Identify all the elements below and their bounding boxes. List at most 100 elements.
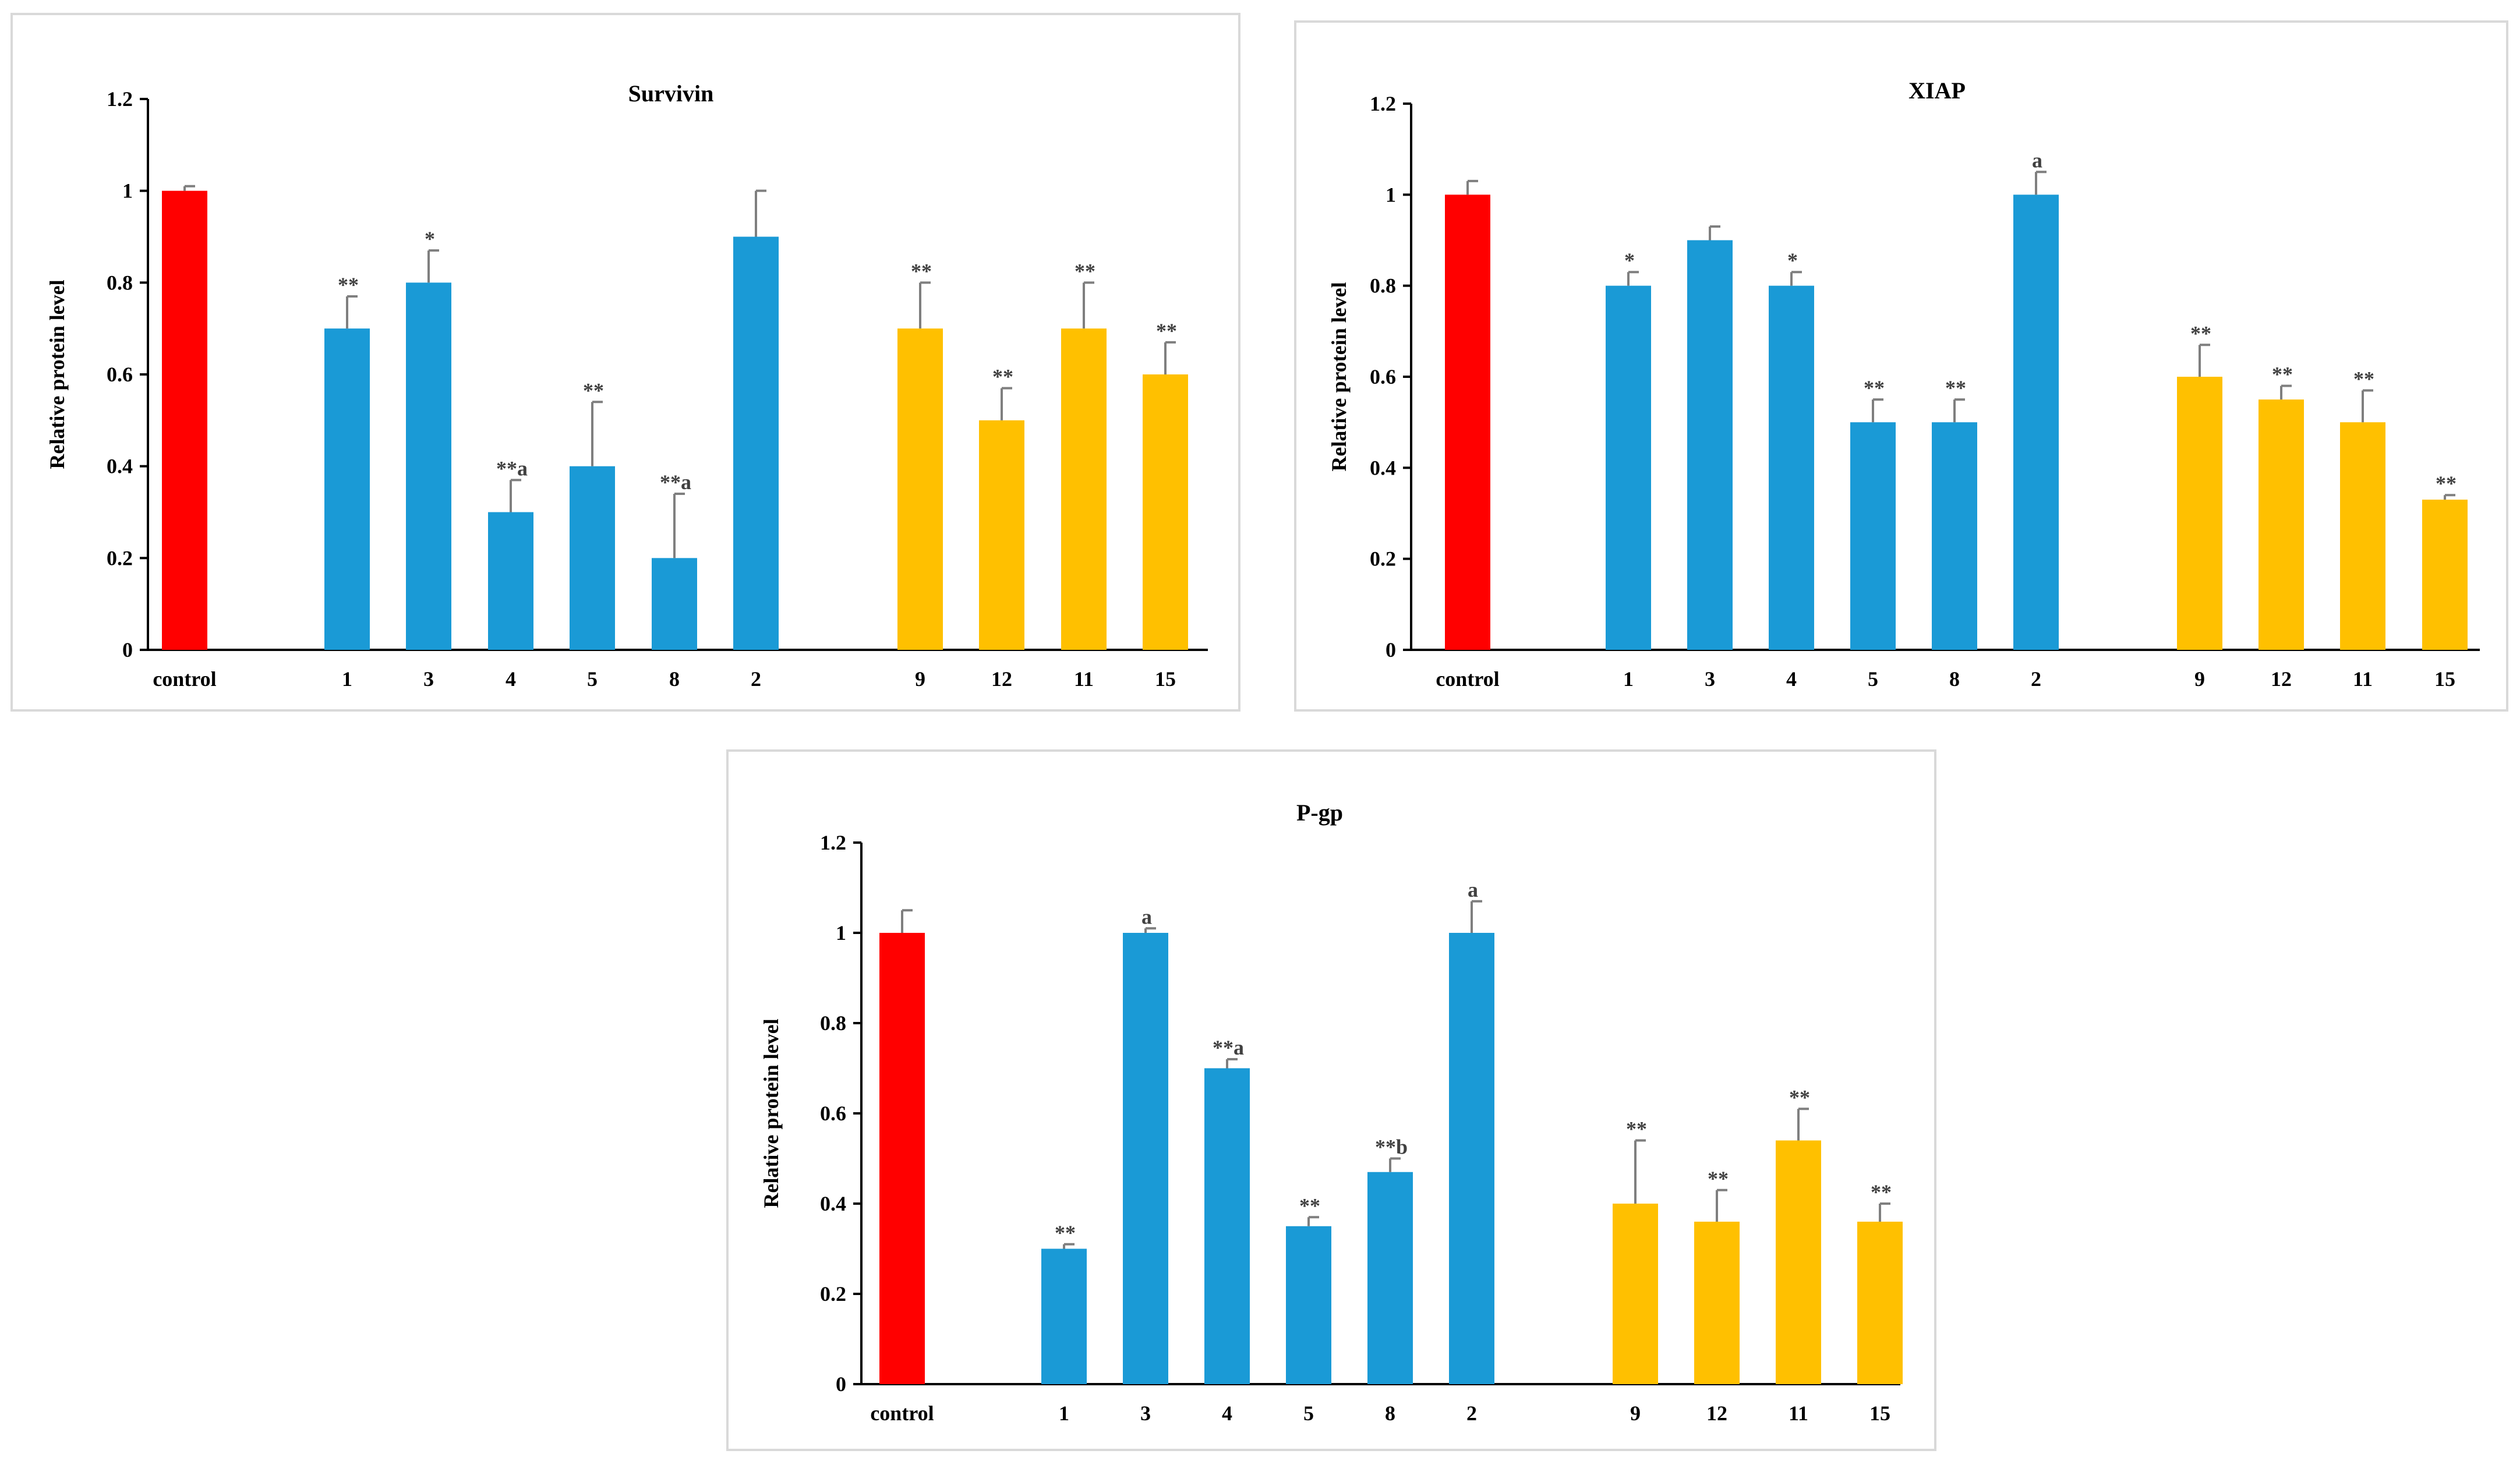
x-tick-label: 2 — [751, 667, 761, 691]
bar-survivin-8 — [652, 558, 697, 650]
bar-survivin-2 — [733, 236, 779, 650]
significance-label: ** — [2436, 472, 2457, 495]
significance-label: ** — [1156, 319, 1177, 342]
x-tick-label: 12 — [1706, 1402, 1727, 1425]
x-tick-label: 5 — [1303, 1402, 1314, 1425]
y-tick-label: 0.2 — [820, 1282, 846, 1306]
chart-title: Survivin — [628, 80, 714, 107]
bar-pgp-8 — [1367, 1172, 1413, 1384]
y-tick-label: 0.8 — [820, 1011, 846, 1035]
y-tick-label: 1 — [1386, 183, 1396, 206]
y-tick-label: 0.4 — [107, 455, 133, 478]
x-tick-label: 5 — [1868, 667, 1878, 691]
significance-label: ** — [583, 378, 604, 402]
significance-label: **a — [1213, 1036, 1244, 1059]
significance-label: ** — [1708, 1167, 1729, 1190]
bar-pgp-15 — [1857, 1222, 1903, 1384]
y-tick-label: 0 — [836, 1372, 846, 1396]
bar-xiap-5 — [1850, 422, 1896, 650]
y-tick-label: 0 — [1386, 638, 1396, 661]
y-tick-label: 1.2 — [107, 87, 133, 111]
y-tick-label: 0.6 — [1370, 365, 1396, 388]
significance-label: ** — [1789, 1085, 1810, 1109]
x-tick-label: 4 — [506, 667, 516, 691]
y-tick-label: 0.6 — [107, 363, 133, 386]
x-tick-label: 2 — [1466, 1402, 1477, 1425]
x-tick-label: 15 — [2434, 667, 2455, 691]
y-tick-label: 1.2 — [1370, 92, 1396, 115]
bar-survivin-1 — [324, 328, 370, 650]
significance-label: ** — [2353, 367, 2374, 390]
x-tick-label: 4 — [1786, 667, 1797, 691]
chart-title: XIAP — [1908, 77, 1966, 104]
x-tick-label: 15 — [1869, 1402, 1890, 1425]
chart-panel-pgp: P-gp Relative protein level 0 0.2 0.4 0.6 0.8 1… — [726, 749, 1936, 1451]
x-tick-label: 9 — [2194, 667, 2205, 691]
x-tick-label: 8 — [669, 667, 680, 691]
significance-label: a — [1141, 905, 1152, 928]
x-tick-label: 11 — [1074, 667, 1094, 691]
bar-chart-pgp: P-gp Relative protein level 0 0.2 0.4 0.6 0.8 1… — [759, 800, 1903, 1425]
x-tick-label: 2 — [2031, 667, 2041, 691]
significance-label: ** — [911, 259, 932, 282]
bar-pgp-2 — [1449, 933, 1494, 1384]
significance-label: ** — [1945, 376, 1966, 399]
x-tick-label: 9 — [915, 667, 925, 691]
chart-panel-xiap: XIAP Relative protein level 0 0.2 0.4 0.6 0.8 1… — [1294, 20, 2508, 712]
significance-label: **b — [1375, 1135, 1408, 1159]
significance-label: **a — [496, 457, 528, 480]
bar-survivin-15 — [1143, 374, 1188, 650]
chart-title: P-gp — [1296, 800, 1343, 826]
x-tick-label: 3 — [423, 667, 434, 691]
y-tick-label: 1 — [836, 921, 846, 944]
x-tick-label: 15 — [1155, 667, 1176, 691]
y-tick-label: 0 — [122, 638, 133, 661]
significance-label: ** — [1055, 1221, 1076, 1244]
bar-xiap-2 — [2013, 194, 2059, 650]
y-tick-label: 1.2 — [820, 831, 846, 854]
significance-label: ** — [1075, 259, 1095, 282]
bar-chart-xiap: XIAP Relative protein level 0 0.2 0.4 0.6 0.8 1… — [1327, 77, 2480, 691]
bar-survivin-5 — [570, 466, 615, 650]
y-tick-label: 0.4 — [1370, 456, 1396, 479]
x-tick-label: 11 — [1789, 1402, 1808, 1425]
significance-label: a — [2032, 148, 2042, 172]
bar-survivin-3 — [406, 282, 451, 650]
x-tick-label: 5 — [587, 667, 598, 691]
x-tick-label: 3 — [1140, 1402, 1151, 1425]
significance-label: ** — [992, 365, 1013, 388]
bar-pgp-control — [879, 933, 925, 1384]
y-tick-label: 0.6 — [820, 1102, 846, 1125]
y-tick-label: 0.2 — [1370, 547, 1396, 571]
bar-pgp-9 — [1613, 1204, 1658, 1384]
significance-label: ** — [338, 273, 359, 296]
y-axis-label: Relative protein level — [1327, 282, 1351, 471]
bar-xiap-15 — [2422, 500, 2468, 650]
x-tick-label: 8 — [1949, 667, 1960, 691]
significance-label: ** — [2190, 321, 2211, 345]
bar-xiap-3 — [1687, 240, 1733, 650]
bar-pgp-1 — [1041, 1248, 1087, 1384]
significance-label: ** — [1864, 376, 1885, 399]
bar-survivin-control — [162, 190, 207, 650]
bar-pgp-12 — [1694, 1222, 1740, 1384]
bar-xiap-11 — [2340, 422, 2385, 650]
bar-xiap-9 — [2177, 377, 2222, 650]
y-tick-label: 0.8 — [1370, 274, 1396, 298]
y-axis-label: Relative protein level — [45, 280, 69, 469]
x-tick-label: 12 — [2271, 667, 2292, 691]
significance-label: * — [1624, 249, 1635, 272]
x-tick-label: control — [870, 1402, 934, 1425]
significance-label: ** — [1871, 1180, 1892, 1204]
bar-pgp-4 — [1204, 1068, 1250, 1384]
x-tick-label: control — [153, 667, 216, 691]
bar-xiap-control — [1445, 194, 1490, 650]
bar-pgp-3 — [1123, 933, 1168, 1384]
x-tick-label: control — [1436, 667, 1499, 691]
bar-survivin-12 — [979, 420, 1024, 650]
significance-label: ** — [2272, 363, 2293, 386]
y-axis-label: Relative protein level — [759, 1018, 783, 1208]
x-tick-label: 3 — [1705, 667, 1715, 691]
x-tick-label: 12 — [991, 667, 1012, 691]
x-tick-label: 4 — [1222, 1402, 1232, 1425]
